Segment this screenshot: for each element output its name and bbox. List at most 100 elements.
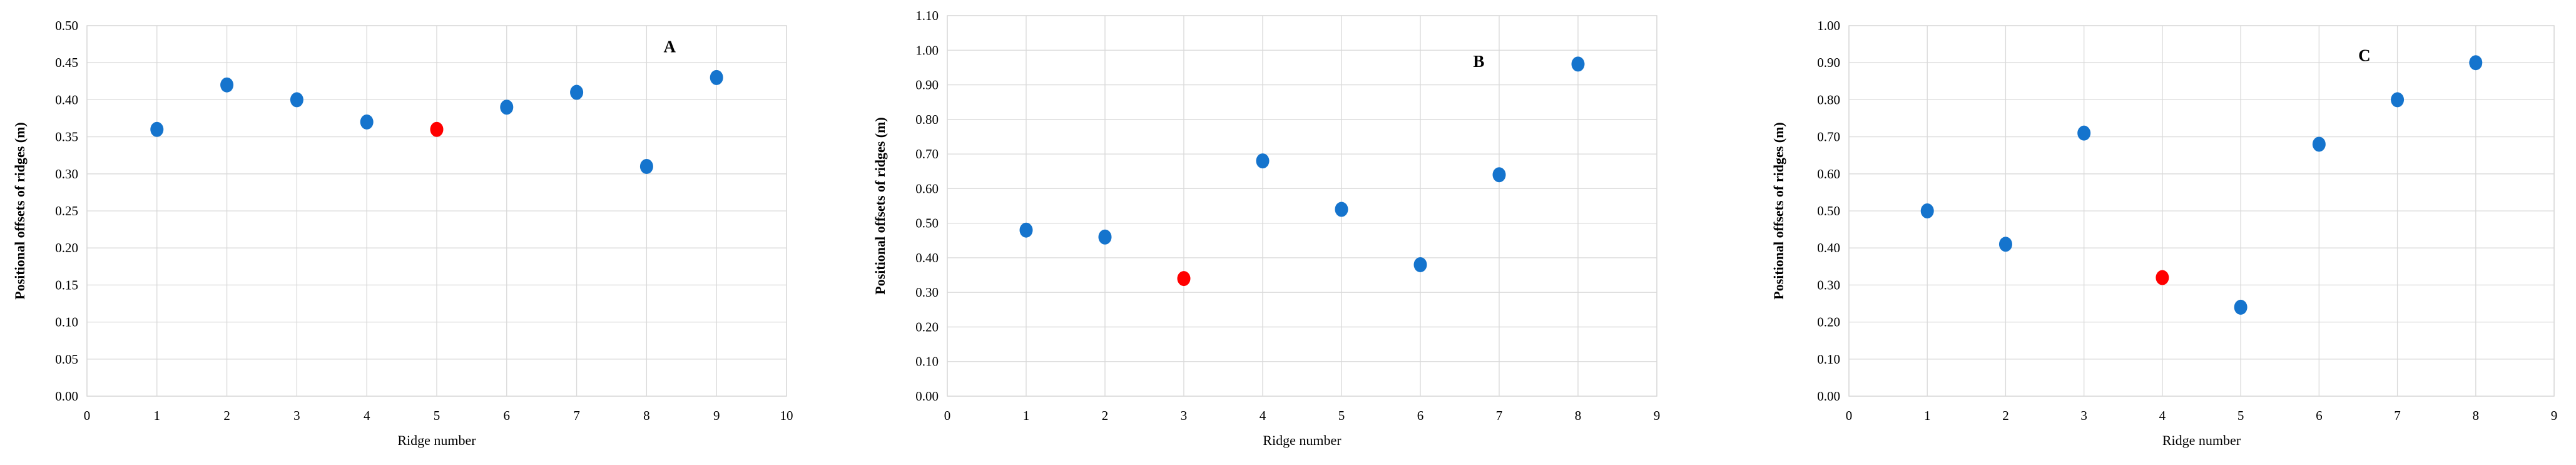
y-tick-label: 1.00 xyxy=(1817,18,1840,33)
data-point xyxy=(150,121,164,137)
x-tick-label: 7 xyxy=(1496,408,1503,423)
y-tick-label: 0.00 xyxy=(915,389,939,404)
panel-label-a: A xyxy=(664,38,676,56)
x-tick-label: 1 xyxy=(1023,408,1030,423)
x-tick-label: 0 xyxy=(1846,408,1853,423)
y-tick-label: 0.10 xyxy=(915,354,939,369)
data-point xyxy=(2077,125,2091,141)
y-tick-label: 0.45 xyxy=(55,55,78,70)
x-tick-label: 3 xyxy=(293,408,300,423)
x-tick-label: 2 xyxy=(2002,408,2009,423)
y-tick-label: 0.40 xyxy=(1817,240,1840,255)
data-point xyxy=(1920,203,1934,218)
data-point xyxy=(570,84,584,100)
panel-label-b: B xyxy=(1473,52,1484,71)
plot-border xyxy=(947,15,1657,397)
x-tick-label: 6 xyxy=(504,408,511,423)
chart-panel-a: 0.00 0.05 0.10 0.15 0.20 0.25 0.30 0.35 0.40 0.45… xyxy=(0,0,858,465)
y-tick-label: 0.60 xyxy=(915,181,939,196)
data-point xyxy=(1019,222,1033,238)
y-tick-label: 0.35 xyxy=(55,130,78,145)
data-point xyxy=(1998,237,2012,252)
y-tick-label: 0.70 xyxy=(915,146,939,161)
x-tick-label: 4 xyxy=(1260,408,1266,423)
x-tick-label: 2 xyxy=(223,408,230,423)
data-point xyxy=(1098,229,1112,245)
x-tick-label: 0 xyxy=(944,408,951,423)
y-tick-label: 0.10 xyxy=(55,315,78,330)
data-point xyxy=(1413,257,1427,272)
x-tick-label: 2 xyxy=(1102,408,1109,423)
x-axis-title: Ridge number xyxy=(1263,432,1341,448)
x-axis-tick-labels: 0 1 2 3 4 5 6 7 8 9 10 xyxy=(84,408,793,423)
y-tick-label: 0.15 xyxy=(55,277,78,292)
gridlines xyxy=(947,15,1657,397)
x-tick-label: 9 xyxy=(2551,408,2558,423)
chart-panel-b: 0.00 0.10 0.20 0.30 0.40 0.50 0.60 0.70 0.80 0.90… xyxy=(858,0,1717,465)
y-tick-label: 0.90 xyxy=(915,78,939,93)
x-tick-label: 9 xyxy=(713,408,720,423)
y-tick-label: 0.30 xyxy=(915,285,939,300)
y-tick-label: 0.20 xyxy=(915,319,939,334)
gridlines xyxy=(86,25,787,397)
x-tick-label: 1 xyxy=(1924,408,1931,423)
data-point xyxy=(2312,136,2326,152)
y-tick-label: 0.60 xyxy=(1817,166,1840,181)
chart-panel-c: 0.00 0.10 0.20 0.30 0.40 0.50 0.60 0.70 0.80 0.90… xyxy=(1717,0,2576,465)
y-tick-label: 0.00 xyxy=(55,389,78,404)
data-point xyxy=(1571,56,1585,72)
y-tick-label: 0.70 xyxy=(1817,130,1840,145)
y-tick-label: 0.10 xyxy=(1817,352,1840,367)
data-point xyxy=(360,114,374,130)
data-point xyxy=(2391,92,2405,108)
y-tick-label: 0.40 xyxy=(55,92,78,107)
y-tick-label: 1.00 xyxy=(915,43,939,58)
data-points xyxy=(1019,56,1585,287)
data-point xyxy=(220,77,234,93)
x-tick-label: 8 xyxy=(643,408,650,423)
x-axis-title: Ridge number xyxy=(2162,432,2241,448)
x-tick-label: 5 xyxy=(1338,408,1345,423)
y-axis-title: Positional offsets of ridges (m) xyxy=(872,117,888,295)
data-point xyxy=(710,69,723,85)
y-tick-label: 0.20 xyxy=(1817,315,1840,330)
highlighted-data-point xyxy=(1177,271,1191,287)
y-tick-label: 0.25 xyxy=(55,203,78,218)
highlighted-data-point xyxy=(2156,270,2169,285)
x-axis-tick-labels: 0 1 2 3 4 5 6 7 8 9 xyxy=(944,408,1661,423)
y-axis-tick-labels: 0.00 0.10 0.20 0.30 0.40 0.50 0.60 0.70 0.80 0.90… xyxy=(915,8,939,404)
x-tick-label: 6 xyxy=(1417,408,1424,423)
y-tick-label: 0.50 xyxy=(1817,203,1840,218)
y-tick-label: 0.30 xyxy=(1817,277,1840,292)
x-tick-label: 7 xyxy=(2394,408,2401,423)
y-tick-label: 0.30 xyxy=(55,166,78,181)
x-tick-label: 8 xyxy=(1575,408,1582,423)
highlighted-data-point xyxy=(430,121,444,137)
y-tick-label: 0.40 xyxy=(915,250,939,265)
x-tick-label: 4 xyxy=(364,408,370,423)
data-point xyxy=(1335,202,1348,217)
y-axis-tick-labels: 0.00 0.10 0.20 0.30 0.40 0.50 0.60 0.70 0.80 0.90… xyxy=(1817,18,1840,404)
y-axis-title: Positional offsets of ridges (m) xyxy=(12,122,28,300)
y-tick-label: 0.50 xyxy=(915,216,939,231)
gridlines xyxy=(1848,25,2555,397)
y-tick-label: 1.10 xyxy=(915,8,939,23)
chart-svg-b: 0.00 0.10 0.20 0.30 0.40 0.50 0.60 0.70 0.80 0.90… xyxy=(872,8,1661,448)
data-points xyxy=(150,69,723,174)
x-tick-label: 5 xyxy=(2237,408,2244,423)
data-point xyxy=(2234,299,2248,315)
panel-label-c: C xyxy=(2358,46,2371,64)
chart-svg-c: 0.00 0.10 0.20 0.30 0.40 0.50 0.60 0.70 0.80 0.90… xyxy=(1771,18,2558,448)
data-point xyxy=(639,158,653,174)
x-tick-label: 3 xyxy=(2080,408,2087,423)
data-point xyxy=(500,100,514,115)
x-tick-label: 7 xyxy=(573,408,580,423)
x-tick-label: 4 xyxy=(2159,408,2166,423)
x-tick-label: 6 xyxy=(2316,408,2323,423)
x-tick-label: 10 xyxy=(780,408,793,423)
data-point xyxy=(290,92,303,108)
chart-svg-a: 0.00 0.05 0.10 0.15 0.20 0.25 0.30 0.35 0.40 0.45… xyxy=(12,18,793,448)
x-tick-label: 9 xyxy=(1654,408,1661,423)
x-tick-label: 3 xyxy=(1181,408,1188,423)
